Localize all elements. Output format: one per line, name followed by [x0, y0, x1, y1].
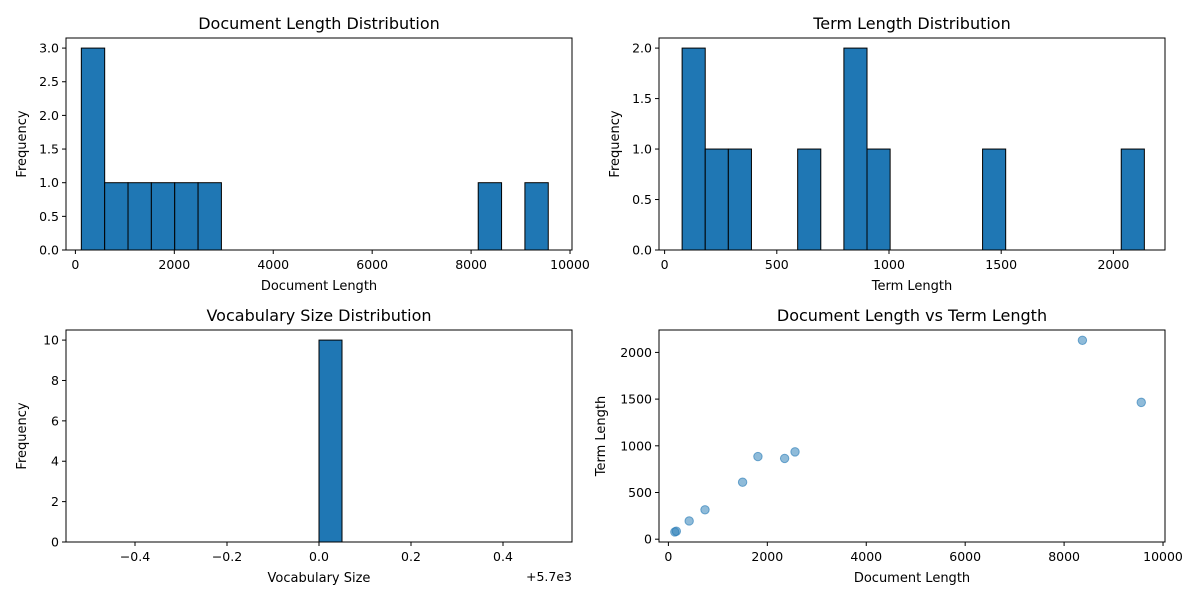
y-axis-label: Frequency — [15, 402, 30, 469]
axes-frame — [658, 329, 1166, 543]
chart-title: Vocabulary Size Distribution — [206, 306, 431, 325]
x-tick-label: −0.2 — [212, 549, 242, 564]
x-tick-label: 2000 — [158, 257, 190, 272]
y-tick-label: 8 — [51, 373, 59, 388]
doc-vs-term-scatter-panel: 0 2000 4000 6000 8000 10000 0 500 1000 1500 2000 Do… — [594, 306, 1183, 586]
histogram-bar — [704, 148, 729, 251]
vocab-size-hist-panel: −0.4 −0.2 0.0 0.2 0.4 0 2 4 6 8 10 Vocabulary Size … — [15, 306, 573, 586]
x-axis-label: Vocabulary Size — [268, 571, 371, 586]
histogram-bar — [127, 182, 152, 251]
x-tick-label: 1000 — [873, 257, 905, 272]
term-length-hist-panel: 0 500 1000 1500 2000 0.0 0.5 1.0 1.5 2.0 Term Leng… — [608, 14, 1166, 294]
y-tick-label: 0.5 — [39, 209, 59, 224]
chart-title: Term Length Distribution — [812, 14, 1010, 33]
y-tick-label: 1.0 — [632, 142, 652, 157]
y-tick-label: 2 — [51, 494, 59, 509]
histogram-bar — [104, 182, 129, 251]
axes-frame — [65, 37, 573, 251]
x-tick-label: 10000 — [1143, 549, 1183, 564]
y-tick-label: 4 — [51, 454, 59, 469]
scatter-point — [779, 453, 790, 464]
histogram-bar — [477, 182, 503, 251]
histogram-bar — [681, 47, 706, 251]
y-tick-label: 10 — [43, 333, 59, 348]
histogram-bar — [727, 148, 752, 251]
y-tick-label: 3.0 — [39, 41, 59, 56]
doc-length-hist-panel: 0 2000 4000 6000 8000 10000 0.0 0.5 1.0 1.5 2.0 2.5… — [15, 14, 590, 294]
x-tick-label: 4000 — [257, 257, 289, 272]
y-tick-label: 0 — [51, 535, 59, 550]
chart-title: Document Length Distribution — [198, 14, 440, 33]
x-tick-label: 6000 — [356, 257, 388, 272]
y-tick-label: 0.0 — [632, 243, 652, 258]
histogram-bar — [866, 148, 891, 251]
x-tick-label: −0.4 — [120, 549, 150, 564]
y-tick-label: 500 — [628, 485, 652, 500]
scatter-point — [753, 451, 763, 462]
y-tick-label: 0 — [644, 532, 652, 547]
scatter-point — [790, 447, 800, 457]
x-tick-label: 8000 — [455, 257, 487, 272]
scatter-point — [671, 526, 682, 536]
histogram-bar — [197, 182, 222, 251]
y-tick-label: 1.5 — [632, 91, 652, 106]
x-tick-label: 0.4 — [493, 549, 513, 564]
y-tick-label: 1.5 — [39, 142, 59, 157]
x-tick-label: 0.2 — [401, 549, 421, 564]
y-tick-label: 1000 — [620, 438, 652, 453]
scatter-point — [684, 516, 694, 526]
x-tick-label: 0 — [661, 257, 669, 272]
x-tick-label: 1500 — [985, 257, 1017, 272]
scatter-point — [700, 505, 710, 515]
axes-frame — [658, 37, 1166, 251]
y-tick-label: 2000 — [620, 345, 652, 360]
y-tick-label: 6 — [51, 413, 59, 428]
y-tick-label: 2.0 — [632, 41, 652, 56]
histogram-bar — [1120, 148, 1145, 251]
x-tick-label: 4000 — [850, 549, 882, 564]
x-tick-label: 0.0 — [309, 549, 329, 564]
y-tick-label: 2.0 — [39, 108, 59, 123]
y-axis-label: Term Length — [594, 396, 609, 477]
scatter-point — [737, 477, 748, 487]
y-tick-label: 1.0 — [39, 175, 59, 190]
x-axis-label: Document Length — [261, 279, 377, 294]
y-tick-label: 1500 — [620, 392, 652, 407]
x-axis-label: Document Length — [854, 571, 970, 586]
x-tick-label: 2000 — [751, 549, 783, 564]
histogram-bar — [150, 182, 176, 251]
x-tick-label: 6000 — [949, 549, 981, 564]
histogram-bar — [843, 47, 868, 251]
y-axis-label: Frequency — [608, 110, 623, 177]
x-axis-offset-label: +5.7e3 — [526, 569, 572, 584]
x-tick-label: 0 — [71, 257, 79, 272]
y-tick-label: 2.5 — [39, 74, 59, 89]
y-axis-label: Frequency — [15, 110, 30, 177]
x-tick-label: 8000 — [1048, 549, 1080, 564]
x-tick-label: 500 — [765, 257, 789, 272]
y-tick-label: 0.0 — [39, 243, 59, 258]
y-tick-label: 0.5 — [632, 192, 652, 207]
histogram-bar — [982, 148, 1007, 251]
histogram-bar — [174, 182, 199, 251]
histogram-bar — [318, 339, 343, 543]
histogram-bar — [797, 148, 822, 251]
histogram-bar — [80, 47, 106, 251]
scatter-point — [1136, 397, 1146, 408]
x-tick-label: 10000 — [550, 257, 590, 272]
scatter-point — [1077, 335, 1088, 345]
x-tick-label: 2000 — [1097, 257, 1129, 272]
histogram-bar — [524, 182, 549, 251]
x-tick-label: 0 — [664, 549, 672, 564]
chart-title: Document Length vs Term Length — [777, 306, 1047, 325]
x-axis-label: Term Length — [871, 279, 952, 294]
